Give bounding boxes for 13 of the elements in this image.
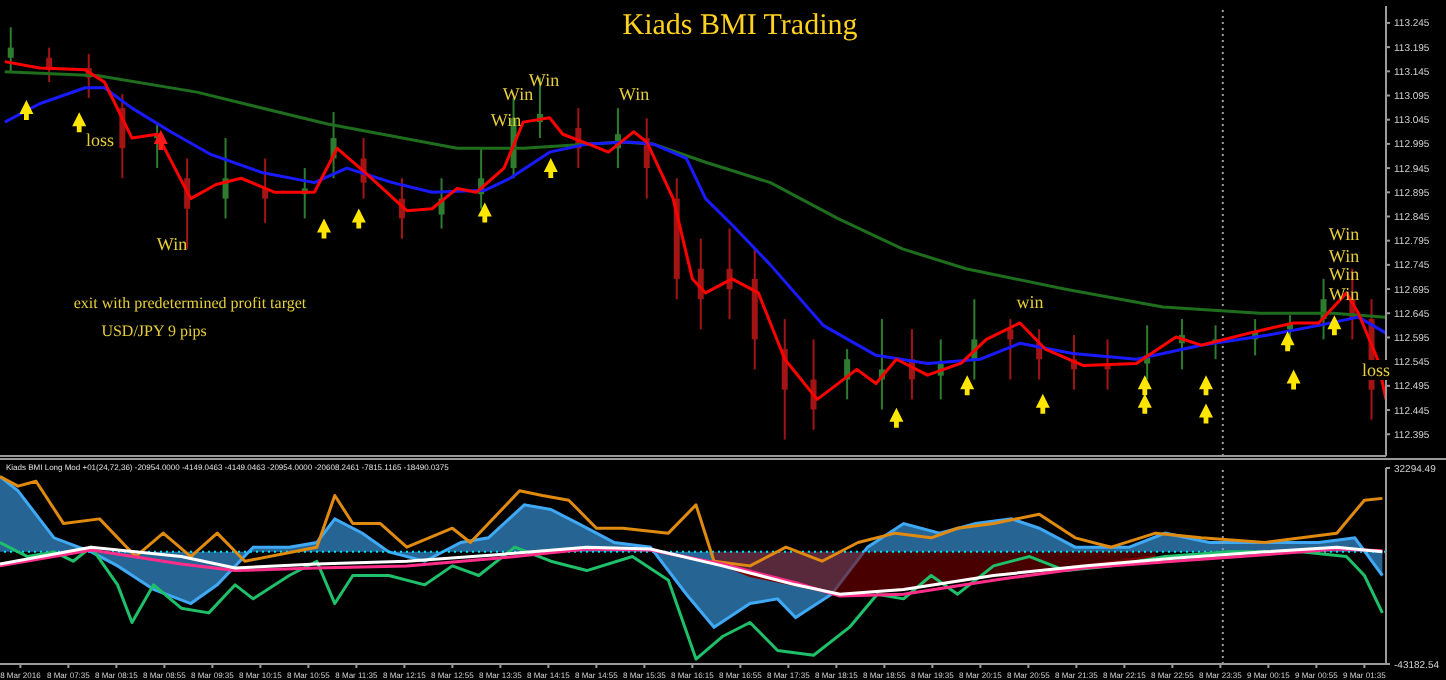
annotation: Win	[502, 84, 534, 104]
annotation: Win	[618, 84, 650, 104]
annotation: USD/JPY 9 pips	[101, 322, 207, 342]
annotation: loss	[85, 130, 115, 150]
annotation: Win	[1328, 246, 1360, 266]
chart-title: Kiads BMI Trading	[620, 10, 860, 44]
annotation: Win	[490, 110, 522, 130]
annotation: Win	[156, 234, 188, 254]
annotation: win	[1016, 292, 1044, 312]
annotation: exit with predetermined profit target	[73, 294, 307, 314]
annotation: Win	[1328, 224, 1360, 244]
annotation: loss	[1359, 360, 1393, 380]
annotation: Win	[528, 70, 560, 90]
